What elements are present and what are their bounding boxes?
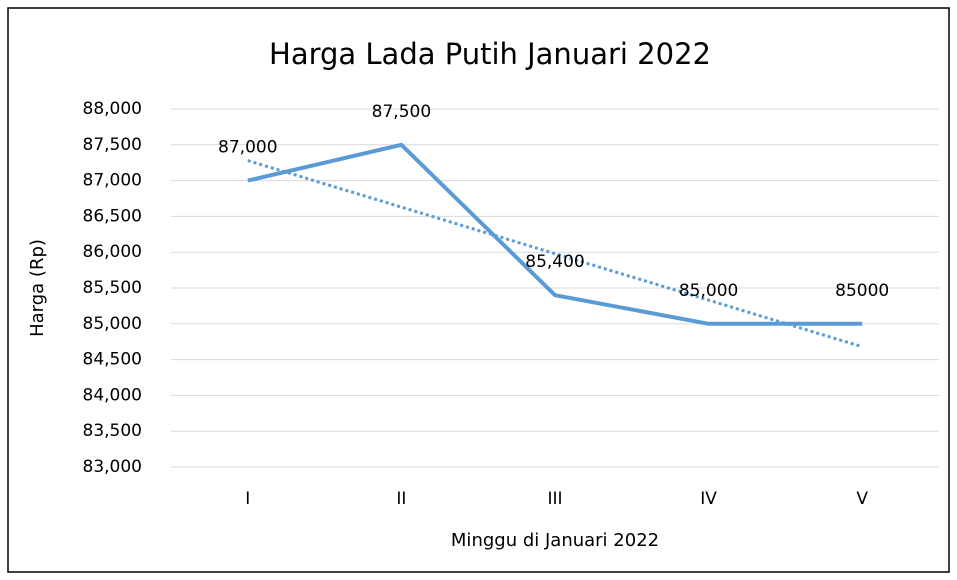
y-tick-label: 87,000 bbox=[83, 171, 142, 191]
chart-border bbox=[7, 7, 950, 573]
x-tick-label: III bbox=[547, 489, 562, 509]
y-tick-label: 87,500 bbox=[83, 135, 142, 155]
chart-title: Harga Lada Putih Januari 2022 bbox=[269, 37, 711, 71]
y-tick-label: 86,500 bbox=[83, 206, 142, 226]
y-tick-label: 83,500 bbox=[83, 421, 142, 441]
y-tick-label: 84,000 bbox=[83, 385, 142, 405]
data-label: 85,400 bbox=[525, 252, 584, 272]
data-label: 85000 bbox=[835, 281, 889, 301]
trendline bbox=[247, 159, 863, 349]
x-axis-title: Minggu di Januari 2022 bbox=[451, 530, 659, 551]
x-tick-label: II bbox=[396, 489, 406, 509]
y-tick-label: 86,000 bbox=[83, 242, 142, 262]
x-tick-label: IV bbox=[700, 489, 717, 509]
data-label: 85,000 bbox=[679, 281, 738, 301]
y-tick-label: 83,000 bbox=[83, 457, 142, 477]
data-label: 87,000 bbox=[218, 138, 277, 158]
y-tick-label: 85,500 bbox=[83, 278, 142, 298]
data-line bbox=[247, 142, 863, 326]
y-axis-title: Harga (Rp) bbox=[27, 239, 48, 337]
data-label: 87,500 bbox=[372, 102, 431, 122]
y-tick-label: 85,000 bbox=[83, 314, 142, 334]
x-tick-label: I bbox=[245, 489, 250, 509]
y-tick-label: 88,000 bbox=[83, 99, 142, 119]
x-tick-label: V bbox=[856, 489, 868, 509]
y-tick-label: 84,500 bbox=[83, 350, 142, 370]
